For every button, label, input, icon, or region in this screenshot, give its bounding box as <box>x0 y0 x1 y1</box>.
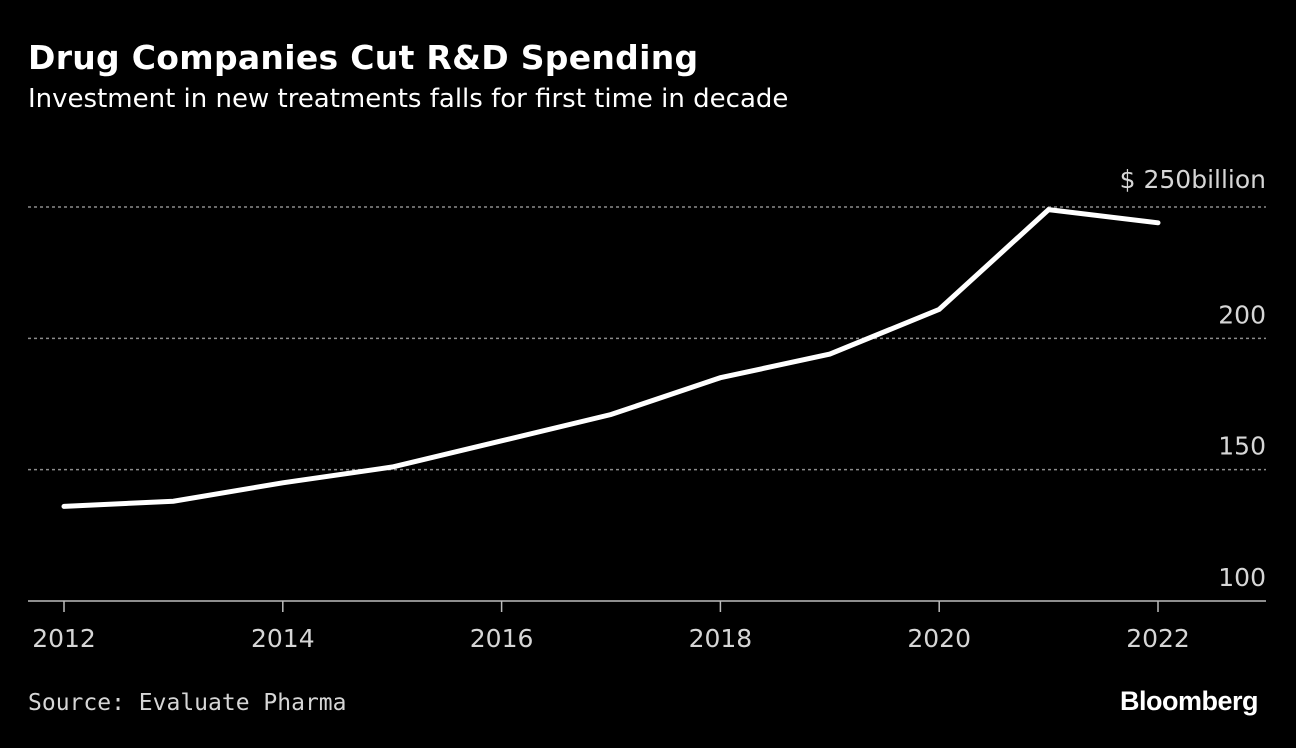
chart-subtitle: Investment in new treatments falls for f… <box>28 84 789 114</box>
chart-title: Drug Companies Cut R&D Spending <box>28 38 699 77</box>
x-tick-label-2014: 2014 <box>251 624 315 653</box>
gridlines <box>28 206 1266 471</box>
y-tick-label-200: 200 <box>1218 300 1266 329</box>
x-tick-label-2016: 2016 <box>470 624 534 653</box>
x-axis-labels: 2012 2014 2016 2018 2020 2022 <box>32 601 1190 653</box>
series-layer <box>61 206 1161 509</box>
x-tick-label-2020: 2020 <box>907 624 971 653</box>
bloomberg-logo: Bloomberg <box>1119 686 1259 716</box>
y-axis-labels: 100 150 200 $ 250billion <box>1120 165 1266 592</box>
x-tick-label-2018: 2018 <box>689 624 753 653</box>
y-tick-label-250: $ 250billion <box>1120 165 1266 194</box>
x-tick-label-2022: 2022 <box>1126 624 1190 653</box>
source-note: Source: Evaluate Pharma <box>28 690 347 716</box>
y-tick-label-100: 100 <box>1218 563 1266 592</box>
y-tick-label-150: 150 <box>1218 432 1266 461</box>
series-line-0 <box>61 206 1161 509</box>
x-tick-label-2012: 2012 <box>32 624 96 653</box>
